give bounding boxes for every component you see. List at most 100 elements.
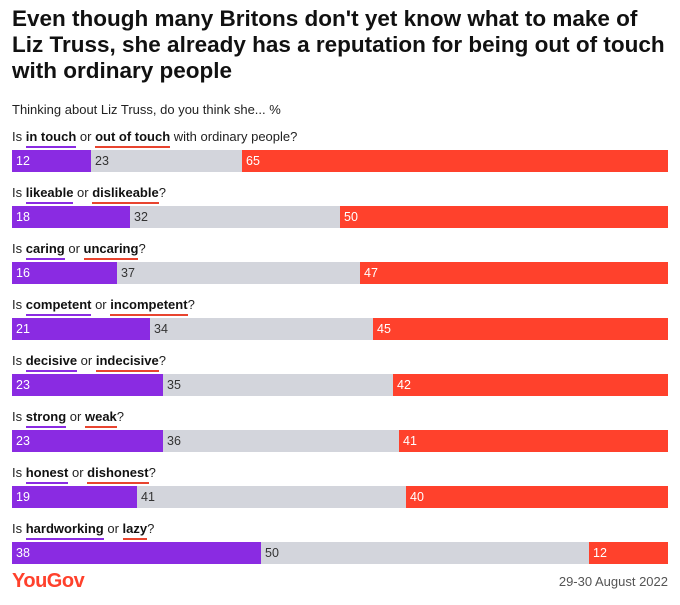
neutral-value-label: 50 <box>265 546 279 560</box>
chart-title: Even though many Britons don't yet know … <box>12 6 665 83</box>
negative-trait: lazy <box>122 521 148 540</box>
neutral-value-label: 34 <box>154 322 168 336</box>
question-connector: or <box>66 409 85 424</box>
positive-trait: hardworking <box>25 521 104 540</box>
question-label: Is caring or uncaring? <box>12 240 146 260</box>
neutral-bar-segment: 36 <box>163 430 399 452</box>
question-prefix: Is <box>12 241 26 256</box>
negative-value-label: 45 <box>377 322 391 336</box>
question-suffix: ? <box>138 241 146 256</box>
question-connector: or <box>64 241 84 256</box>
question-row: Is hardworking or lazy? 38 50 12 <box>12 520 668 576</box>
question-connector: or <box>77 353 96 368</box>
stacked-bar: 23 35 42 <box>12 374 668 396</box>
question-connector: or <box>76 129 96 144</box>
positive-bar-segment: 23 <box>12 430 163 452</box>
question-suffix: ? <box>187 297 195 312</box>
positive-bar-segment: 18 <box>12 206 130 228</box>
positive-value-label: 18 <box>16 210 30 224</box>
question-label: Is decisive or indecisive? <box>12 352 166 372</box>
question-suffix: ? <box>148 465 156 480</box>
positive-bar-segment: 19 <box>12 486 137 508</box>
neutral-bar-segment: 37 <box>117 262 360 284</box>
negative-value-label: 47 <box>364 266 378 280</box>
negative-bar-segment: 12 <box>589 542 668 564</box>
positive-value-label: 21 <box>16 322 30 336</box>
question-suffix: ? <box>147 521 155 536</box>
positive-bar-segment: 16 <box>12 262 117 284</box>
question-row: Is caring or uncaring? 16 37 47 <box>12 240 668 296</box>
question-label: Is likeable or dislikeable? <box>12 184 166 204</box>
positive-trait: honest <box>25 465 69 484</box>
positive-trait: competent <box>25 297 92 316</box>
negative-trait: weak <box>84 409 117 428</box>
neutral-value-label: 41 <box>141 490 155 504</box>
question-prefix: Is <box>12 129 26 144</box>
stacked-bar: 19 41 40 <box>12 486 668 508</box>
neutral-value-label: 35 <box>167 378 181 392</box>
stacked-bar: 38 50 12 <box>12 542 668 564</box>
stacked-bar: 18 32 50 <box>12 206 668 228</box>
neutral-bar-segment: 50 <box>261 542 589 564</box>
question-label: Is in touch or out of touch with ordinar… <box>12 128 298 148</box>
positive-value-label: 38 <box>16 546 30 560</box>
survey-date: 29-30 August 2022 <box>558 574 668 589</box>
neutral-value-label: 37 <box>121 266 135 280</box>
neutral-value-label: 32 <box>134 210 148 224</box>
positive-trait: strong <box>25 409 67 428</box>
negative-bar-segment: 41 <box>399 430 668 452</box>
stacked-bar: 23 36 41 <box>12 430 668 452</box>
positive-bar-segment: 12 <box>12 150 91 172</box>
negative-value-label: 65 <box>246 154 260 168</box>
positive-trait: in touch <box>25 129 77 148</box>
question-row: Is competent or incompetent? 21 34 45 <box>12 296 668 352</box>
negative-value-label: 41 <box>403 434 417 448</box>
negative-value-label: 50 <box>344 210 358 224</box>
positive-trait: decisive <box>25 353 78 372</box>
neutral-bar-segment: 32 <box>130 206 340 228</box>
negative-bar-segment: 45 <box>373 318 668 340</box>
question-prefix: Is <box>12 465 26 480</box>
stacked-bar: 21 34 45 <box>12 318 668 340</box>
positive-value-label: 16 <box>16 266 30 280</box>
positive-trait: caring <box>25 241 65 260</box>
negative-value-label: 12 <box>593 546 607 560</box>
question-suffix: ? <box>158 353 166 368</box>
stacked-bar: 12 23 65 <box>12 150 668 172</box>
question-row: Is decisive or indecisive? 23 35 42 <box>12 352 668 408</box>
question-suffix: with ordinary people? <box>170 129 298 144</box>
yougov-logo: YouGov <box>12 570 85 592</box>
question-prefix: Is <box>12 185 26 200</box>
chart-subtitle: Thinking about Liz Truss, do you think s… <box>12 102 281 117</box>
negative-bar-segment: 65 <box>242 150 668 172</box>
neutral-value-label: 36 <box>167 434 181 448</box>
question-suffix: ? <box>158 185 166 200</box>
positive-bar-segment: 21 <box>12 318 150 340</box>
positive-bar-segment: 23 <box>12 374 163 396</box>
neutral-bar-segment: 23 <box>91 150 242 172</box>
negative-value-label: 40 <box>410 490 424 504</box>
negative-bar-segment: 50 <box>340 206 668 228</box>
positive-trait: likeable <box>25 185 74 204</box>
neutral-bar-segment: 35 <box>163 374 393 396</box>
positive-bar-segment: 38 <box>12 542 261 564</box>
negative-bar-segment: 40 <box>406 486 668 508</box>
question-connector: or <box>103 521 123 536</box>
question-prefix: Is <box>12 353 26 368</box>
positive-value-label: 12 <box>16 154 30 168</box>
positive-value-label: 19 <box>16 490 30 504</box>
negative-bar-segment: 47 <box>360 262 668 284</box>
question-connector: or <box>91 297 111 312</box>
question-label: Is strong or weak? <box>12 408 124 428</box>
negative-value-label: 42 <box>397 378 411 392</box>
question-row: Is likeable or dislikeable? 18 32 50 <box>12 184 668 240</box>
negative-trait: indecisive <box>95 353 159 372</box>
positive-value-label: 23 <box>16 434 30 448</box>
neutral-value-label: 23 <box>95 154 109 168</box>
question-prefix: Is <box>12 409 26 424</box>
negative-bar-segment: 42 <box>393 374 668 396</box>
stacked-bar: 16 37 47 <box>12 262 668 284</box>
neutral-bar-segment: 34 <box>150 318 373 340</box>
question-label: Is competent or incompetent? <box>12 296 195 316</box>
negative-trait: out of touch <box>95 129 171 148</box>
